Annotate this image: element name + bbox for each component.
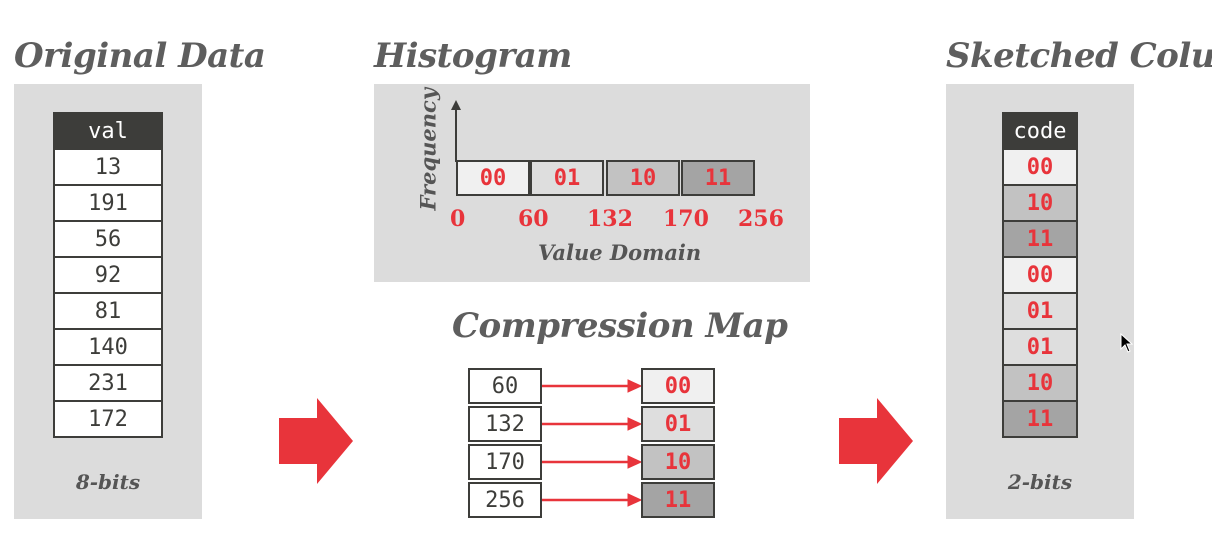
original-data-table: val 13 191 56 92 81 140 231 172: [53, 112, 163, 438]
map-code-cell: 10: [641, 444, 715, 480]
sketched-code-cell: 10: [1002, 364, 1078, 402]
map-code-cell: 00: [641, 368, 715, 404]
histogram-bucket: 10: [606, 160, 680, 196]
compression-map-title: Compression Map: [452, 306, 788, 346]
original-bits-label: 8-bits: [75, 470, 141, 494]
map-key-cell: 256: [468, 482, 542, 518]
histogram-tick-label: 60: [518, 206, 549, 232]
histogram-tick-label: 256: [738, 206, 784, 232]
original-value-cell: 140: [53, 328, 163, 366]
histogram-tick-label: 132: [587, 206, 633, 232]
histogram-x-axis-label: Value Domain: [538, 240, 702, 265]
histogram-bucket: 01: [530, 160, 604, 196]
histogram-tick-label: 170: [663, 206, 709, 232]
sketched-column-table: code 00 10 11 00 01 01 10 11: [1002, 112, 1078, 438]
original-value-cell: 92: [53, 256, 163, 294]
histogram-title: Histogram: [374, 36, 572, 76]
original-value-cell: 13: [53, 148, 163, 186]
histogram-bucket: 11: [681, 160, 755, 196]
original-value-cell: 56: [53, 220, 163, 258]
sketched-code-cell: 00: [1002, 256, 1078, 294]
sketched-header-code: code: [1002, 112, 1078, 150]
original-value-cell: 81: [53, 292, 163, 330]
histogram-y-axis-label: Frequency: [415, 87, 441, 211]
map-key-cell: 60: [468, 368, 542, 404]
original-value-cell: 172: [53, 400, 163, 438]
original-value-cell: 191: [53, 184, 163, 222]
mouse-cursor-icon: [1120, 333, 1134, 353]
original-header-val: val: [53, 112, 163, 150]
sketched-code-cell: 11: [1002, 220, 1078, 258]
map-code-cell: 11: [641, 482, 715, 518]
sketched-column-title: Sketched Column: [946, 36, 1212, 76]
sketched-code-cell: 01: [1002, 328, 1078, 366]
map-key-cell: 132: [468, 406, 542, 442]
map-arrow-head: [627, 417, 642, 431]
map-key-cell: 170: [468, 444, 542, 480]
map-arrow-head: [627, 455, 642, 469]
sketched-code-cell: 00: [1002, 148, 1078, 186]
map-arrow-head: [627, 379, 642, 393]
histogram-y-axis-arrow: [451, 100, 461, 162]
histogram-bucket: 00: [456, 160, 530, 196]
right-arrow-icon: [279, 398, 353, 484]
sketched-code-cell: 11: [1002, 400, 1078, 438]
sketched-code-cell: 01: [1002, 292, 1078, 330]
sketched-bits-label: 2-bits: [1007, 470, 1073, 494]
original-data-title: Original Data: [14, 36, 266, 76]
map-arrows: [542, 379, 642, 507]
original-value-cell: 231: [53, 364, 163, 402]
map-arrow-head: [627, 493, 642, 507]
map-code-cell: 01: [641, 406, 715, 442]
right-arrow-icon: [839, 398, 913, 484]
histogram-tick-label: 0: [450, 206, 466, 232]
sketched-code-cell: 10: [1002, 184, 1078, 222]
